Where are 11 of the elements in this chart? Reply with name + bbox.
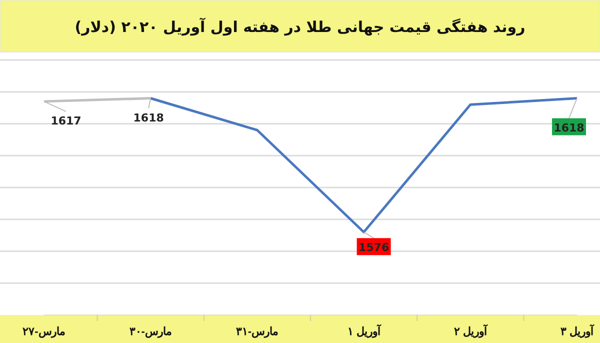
data-label: 1576 — [358, 241, 390, 254]
x-tick-label: مارس-۳۱ — [236, 326, 279, 338]
data-label: 1618 — [554, 121, 584, 134]
x-tick-label: آوریل ۲ — [454, 324, 488, 338]
chart-title: روند هفتگی قیمت جهانی طلا در هفته اول آوریل ۲۰۲۰ (دلار) — [74, 17, 526, 36]
x-tick-label: آوریل ۳ — [560, 324, 595, 338]
x-tick-label: مارس-۲۷ — [22, 326, 66, 338]
x-tick-label: مارس-۳۰ — [129, 326, 172, 338]
data-label: 1617 — [50, 114, 82, 128]
data-label: 1618 — [133, 111, 164, 124]
x-tick-label: آوریل ۱ — [347, 324, 382, 338]
